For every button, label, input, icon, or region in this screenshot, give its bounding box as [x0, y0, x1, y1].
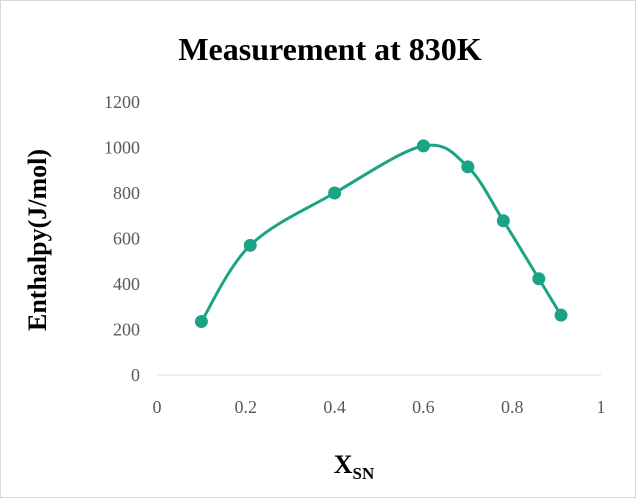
data-point — [554, 308, 568, 322]
x-axis-title-subscript: SN — [353, 464, 375, 483]
y-tick-label: 600 — [113, 229, 140, 249]
y-axis-title: Enthalpy(J/mol) — [23, 149, 52, 331]
data-point — [243, 238, 257, 252]
data-point — [416, 139, 430, 153]
x-axis-ticks: 0 0.2 0.4 0.6 0.8 1 — [153, 397, 606, 417]
x-tick-label: 0.8 — [501, 397, 524, 417]
x-axis-title-main: X — [334, 450, 353, 479]
y-tick-label: 400 — [113, 274, 140, 294]
x-tick-label: 0.4 — [323, 397, 346, 417]
x-tick-label: 0.2 — [235, 397, 258, 417]
series-layer — [194, 139, 568, 329]
y-tick-label: 0 — [131, 365, 140, 385]
x-tick-label: 0 — [153, 397, 162, 417]
y-tick-label: 200 — [113, 320, 140, 340]
y-tick-label: 1200 — [104, 92, 140, 112]
y-axis-ticks: 0 200 400 600 800 1000 1200 — [104, 92, 140, 385]
x-tick-label: 0.6 — [412, 397, 435, 417]
data-point — [328, 186, 342, 200]
x-axis-title: XSN — [334, 450, 375, 483]
data-point — [496, 214, 510, 228]
data-point — [532, 272, 546, 286]
y-tick-label: 1000 — [104, 138, 140, 158]
series-line — [200, 143, 563, 323]
data-point — [194, 315, 208, 329]
data-point — [461, 160, 475, 174]
x-tick-label: 1 — [597, 397, 606, 417]
y-tick-label: 800 — [113, 183, 140, 203]
chart-title: Measurement at 830K — [178, 31, 481, 67]
